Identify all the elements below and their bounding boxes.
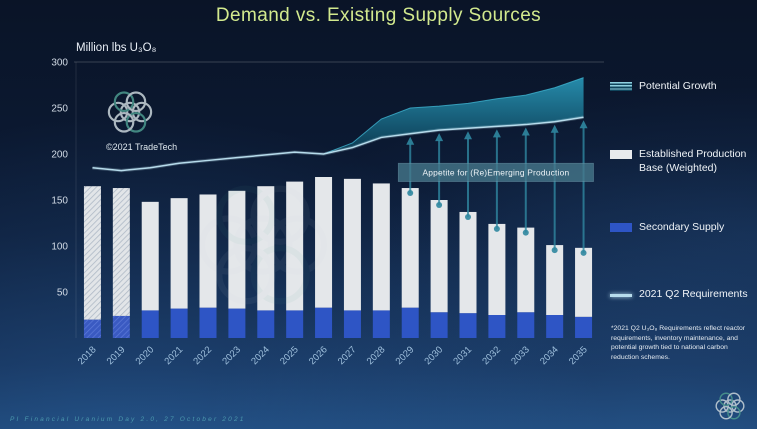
svg-text:2031: 2031 — [451, 344, 474, 367]
svg-text:50: 50 — [57, 288, 69, 299]
svg-text:2028: 2028 — [365, 344, 388, 367]
svg-text:2019: 2019 — [105, 344, 128, 367]
y-axis-title: Million lbs U₃O₈ — [76, 42, 157, 54]
svg-text:2021: 2021 — [163, 344, 186, 367]
secondary-supply-swatch — [610, 223, 632, 232]
svg-text:2020: 2020 — [134, 344, 157, 367]
legend-item-secondary-supply: Secondary Supply — [610, 221, 752, 235]
svg-text:2029: 2029 — [394, 344, 417, 367]
potential-growth-swatch — [610, 82, 632, 91]
requirements-line-swatch — [610, 294, 632, 297]
svg-text:150: 150 — [51, 196, 68, 207]
svg-text:2024: 2024 — [249, 344, 272, 367]
svg-text:250: 250 — [51, 104, 68, 115]
svg-text:2022: 2022 — [191, 344, 214, 367]
svg-text:2032: 2032 — [480, 344, 503, 367]
svg-text:100: 100 — [51, 242, 68, 253]
svg-text:2030: 2030 — [423, 344, 446, 367]
svg-text:300: 300 — [51, 58, 68, 69]
corner-flower-icon — [713, 389, 747, 423]
legend-label: 2021 Q2 Requirements — [639, 288, 748, 300]
svg-text:2034: 2034 — [538, 344, 561, 367]
tradetech-flower-icon — [104, 86, 156, 138]
svg-text:2033: 2033 — [509, 344, 532, 367]
svg-text:2027: 2027 — [336, 344, 359, 367]
copyright-text: ©2021 TradeTech — [106, 142, 178, 152]
svg-text:2026: 2026 — [307, 344, 330, 367]
tradetech-logo: ©2021 TradeTech — [104, 86, 177, 152]
legend-label: Established Production Base (Weighted) — [639, 148, 747, 174]
svg-text:2025: 2025 — [278, 344, 301, 367]
legend-item-potential-growth: Potential Growth — [610, 80, 752, 94]
svg-text:2018: 2018 — [76, 344, 99, 367]
page-title: Demand vs. Existing Supply Sources — [215, 5, 542, 26]
legend-item-2021-q2-requirements: 2021 Q2 Requirements — [610, 288, 752, 302]
footnote: *2021 Q2 U₃O₈ Requirements reflect react… — [611, 325, 746, 361]
svg-text:Appetite for (Re)Emerging Prod: Appetite for (Re)Emerging Production — [422, 167, 569, 177]
legend-item-established-production: Established Production Base (Weighted) — [610, 148, 752, 175]
established-production-swatch — [610, 150, 632, 159]
footer-event-text: PI Financial Uranium Day 2.0, 27 October… — [10, 416, 246, 423]
legend-label: Potential Growth — [639, 80, 717, 92]
legend-label: Secondary Supply — [639, 221, 725, 233]
svg-text:200: 200 — [51, 150, 68, 161]
svg-text:2035: 2035 — [567, 344, 590, 367]
svg-text:2023: 2023 — [220, 344, 243, 367]
